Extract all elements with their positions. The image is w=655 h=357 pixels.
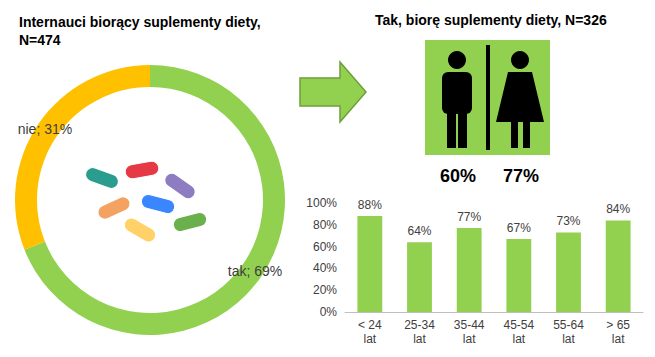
svg-text:lat: lat xyxy=(413,332,426,346)
svg-text:> 65: > 65 xyxy=(606,318,630,332)
svg-text:Tak, biorę suplementy diety, N: Tak, biorę suplementy diety, N=326 xyxy=(375,12,607,28)
svg-text:77%: 77% xyxy=(457,210,481,224)
svg-text:Internauci biorący suplementy: Internauci biorący suplementy diety, xyxy=(19,14,265,30)
svg-text:80%: 80% xyxy=(313,218,337,232)
svg-text:55-64: 55-64 xyxy=(553,318,584,332)
svg-text:35-44: 35-44 xyxy=(454,318,485,332)
svg-text:N=474: N=474 xyxy=(19,32,61,48)
svg-text:45-54: 45-54 xyxy=(503,318,534,332)
svg-text:tak; 69%: tak; 69% xyxy=(228,263,282,279)
svg-text:nie; 31%: nie; 31% xyxy=(18,121,72,137)
svg-text:100%: 100% xyxy=(306,196,337,210)
svg-text:60%: 60% xyxy=(313,240,337,254)
svg-text:84%: 84% xyxy=(606,202,630,216)
svg-text:64%: 64% xyxy=(407,224,431,238)
svg-text:77%: 77% xyxy=(503,166,539,186)
svg-text:88%: 88% xyxy=(358,198,382,212)
svg-text:lat: lat xyxy=(512,332,525,346)
svg-text:lat: lat xyxy=(463,332,476,346)
svg-text:73%: 73% xyxy=(556,214,580,228)
svg-text:lat: lat xyxy=(363,332,376,346)
svg-text:67%: 67% xyxy=(507,221,531,235)
svg-text:lat: lat xyxy=(612,332,625,346)
svg-text:40%: 40% xyxy=(313,261,337,275)
svg-text:25-34: 25-34 xyxy=(404,318,435,332)
svg-text:< 24: < 24 xyxy=(358,318,382,332)
svg-text:lat: lat xyxy=(562,332,575,346)
svg-text:60%: 60% xyxy=(440,166,476,186)
svg-text:0%: 0% xyxy=(320,305,338,319)
svg-text:20%: 20% xyxy=(313,283,337,297)
